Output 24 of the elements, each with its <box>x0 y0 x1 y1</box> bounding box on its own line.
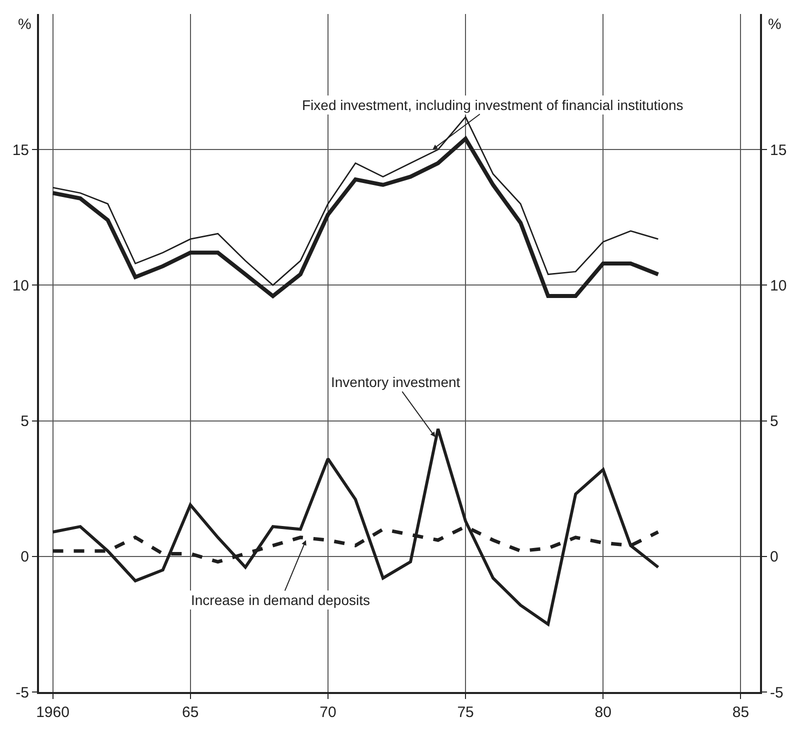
line-series <box>50 136 660 298</box>
y-tick-label: 0 <box>20 548 29 566</box>
y-axis-title: % <box>18 16 32 33</box>
x-tick-label: 65 <box>182 704 199 721</box>
line-series <box>52 116 659 286</box>
annotation: Inventory investment <box>331 374 460 390</box>
x-tick-label: 1960 <box>36 704 70 721</box>
y2-tick-label: 0 <box>770 548 778 566</box>
x-tick-label: 85 <box>732 704 750 721</box>
x-tick-label: 80 <box>594 704 612 721</box>
x-tick-label: 75 <box>457 704 474 721</box>
y2-tick-label: 5 <box>770 413 778 430</box>
y-tick-label: 10 <box>12 277 29 294</box>
annotation: Increase in demand deposits <box>191 592 370 608</box>
annotation: Fixed investment, including investment of financial institutions <box>302 97 684 113</box>
y2-tick-label: 10 <box>770 277 787 294</box>
y-tick-label: 15 <box>12 142 29 159</box>
y2-axis-title: % <box>768 16 782 33</box>
y-tick-label: -5 <box>16 684 29 702</box>
x-tick-label: 70 <box>320 704 336 721</box>
y-tick-label: 5 <box>20 413 29 430</box>
y2-tick-label: -5 <box>770 684 784 702</box>
line-series <box>51 427 660 626</box>
y2-tick-label: 15 <box>770 142 787 159</box>
